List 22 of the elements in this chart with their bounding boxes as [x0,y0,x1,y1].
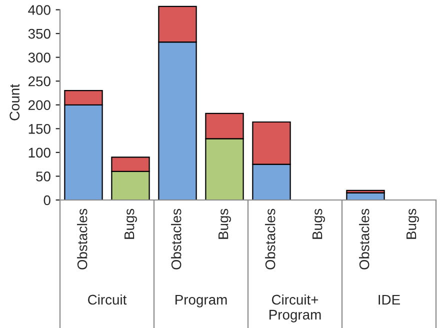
y-tick-label: 200 [28,100,50,110]
x-tick-label: Obstacles [171,208,182,270]
y-tick-label: 350 [28,28,50,39]
y-tick-label: 50 [36,172,50,182]
y-axis-title: Count [10,84,20,120]
x-tick-label: Bugs [406,208,419,239]
y-tick-label: 100 [28,148,50,158]
text: Circuit+ Program [270,294,321,322]
text: Circuit [88,294,127,305]
x-tick-label: Bugs [218,208,231,239]
x-tick-label: Obstacles [77,208,88,270]
x-tick-label: Bugs [124,208,137,239]
y-tick-label: 150 [28,124,50,134]
x-tick-label: Obstacles [265,208,276,270]
y-tick-label: 300 [28,52,50,62]
y-tick-label: 400 [28,5,50,15]
x-tick-label: Bugs [312,208,325,239]
text: IDE [378,294,400,305]
y-tick-label: 0 [44,195,50,206]
x-tick-label: Obstacles [359,208,370,270]
text: Program [176,294,227,308]
y-tick-label: 250 [28,76,50,86]
